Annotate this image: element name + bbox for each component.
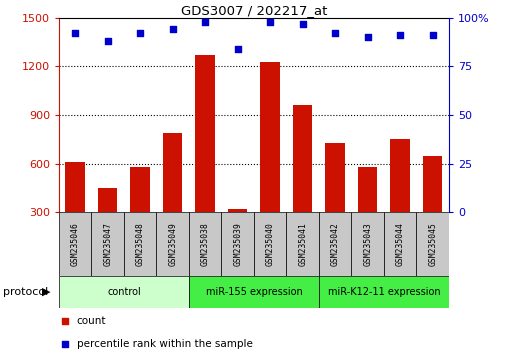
- Text: GSM235049: GSM235049: [168, 222, 177, 266]
- Bar: [319, 276, 449, 308]
- Bar: [195, 55, 215, 212]
- Text: GSM235041: GSM235041: [298, 222, 307, 266]
- Text: percentile rank within the sample: percentile rank within the sample: [76, 339, 252, 349]
- Bar: [254, 212, 286, 276]
- Bar: [59, 276, 189, 308]
- Bar: [293, 105, 312, 212]
- Bar: [319, 212, 351, 276]
- Point: [303, 236, 311, 242]
- Bar: [189, 276, 319, 308]
- Text: GSM235043: GSM235043: [363, 222, 372, 266]
- Bar: [59, 212, 91, 276]
- Point: [266, 19, 274, 24]
- Bar: [384, 212, 417, 276]
- Point: [136, 30, 144, 36]
- Bar: [228, 209, 247, 212]
- Point: [71, 30, 80, 36]
- Text: GSM235045: GSM235045: [428, 222, 437, 266]
- Bar: [358, 167, 378, 212]
- Bar: [163, 133, 183, 212]
- Bar: [423, 156, 442, 212]
- Text: miR-155 expression: miR-155 expression: [206, 287, 302, 297]
- Title: GDS3007 / 202217_at: GDS3007 / 202217_at: [181, 4, 327, 17]
- Bar: [189, 212, 222, 276]
- Point: [201, 19, 209, 24]
- Text: GSM235047: GSM235047: [103, 222, 112, 266]
- Text: control: control: [107, 287, 141, 297]
- Text: count: count: [76, 316, 106, 326]
- Bar: [417, 212, 449, 276]
- Point: [396, 32, 404, 38]
- Bar: [98, 188, 117, 212]
- Bar: [261, 62, 280, 212]
- Point: [364, 34, 372, 40]
- Bar: [325, 143, 345, 212]
- Point: [104, 38, 112, 44]
- Point: [331, 30, 339, 36]
- Text: GSM235039: GSM235039: [233, 222, 242, 266]
- Text: miR-K12-11 expression: miR-K12-11 expression: [328, 287, 440, 297]
- Point: [169, 27, 177, 32]
- Bar: [130, 167, 150, 212]
- Point: [299, 21, 307, 26]
- Point: [303, 27, 311, 33]
- Text: GSM235040: GSM235040: [266, 222, 274, 266]
- Text: GSM235042: GSM235042: [331, 222, 340, 266]
- Bar: [124, 212, 156, 276]
- Point: [428, 32, 437, 38]
- Bar: [66, 162, 85, 212]
- Bar: [286, 212, 319, 276]
- Text: GSM235046: GSM235046: [71, 222, 80, 266]
- Point: [233, 46, 242, 52]
- Text: GSM235044: GSM235044: [396, 222, 405, 266]
- Text: ▶: ▶: [42, 287, 51, 297]
- Text: protocol: protocol: [3, 287, 48, 297]
- Text: GSM235048: GSM235048: [136, 222, 145, 266]
- Bar: [351, 212, 384, 276]
- Bar: [91, 212, 124, 276]
- Bar: [156, 212, 189, 276]
- Bar: [222, 212, 254, 276]
- Text: GSM235038: GSM235038: [201, 222, 210, 266]
- Bar: [390, 139, 410, 212]
